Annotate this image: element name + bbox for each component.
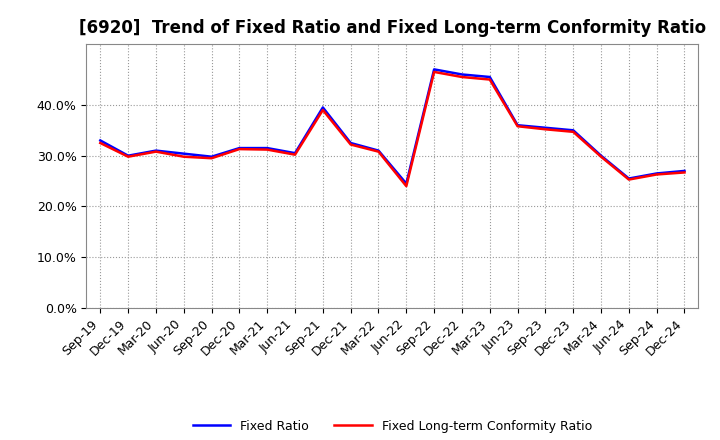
- Fixed Ratio: [624, 176, 633, 181]
- Line: Fixed Ratio: Fixed Ratio: [100, 70, 685, 183]
- Fixed Ratio: [207, 154, 216, 159]
- Fixed Long-term Conformity Ratio: [597, 154, 606, 159]
- Fixed Long-term Conformity Ratio: [291, 152, 300, 158]
- Fixed Ratio: [152, 148, 161, 153]
- Fixed Long-term Conformity Ratio: [485, 77, 494, 82]
- Fixed Ratio: [430, 67, 438, 72]
- Fixed Long-term Conformity Ratio: [402, 183, 410, 189]
- Fixed Long-term Conformity Ratio: [652, 172, 661, 177]
- Fixed Long-term Conformity Ratio: [263, 147, 271, 152]
- Fixed Ratio: [652, 171, 661, 176]
- Fixed Ratio: [680, 168, 689, 173]
- Line: Fixed Long-term Conformity Ratio: Fixed Long-term Conformity Ratio: [100, 72, 685, 186]
- Fixed Ratio: [597, 153, 606, 158]
- Fixed Long-term Conformity Ratio: [374, 149, 383, 154]
- Fixed Ratio: [235, 146, 243, 151]
- Fixed Long-term Conformity Ratio: [680, 170, 689, 175]
- Fixed Ratio: [513, 123, 522, 128]
- Fixed Ratio: [569, 128, 577, 133]
- Fixed Long-term Conformity Ratio: [513, 124, 522, 129]
- Fixed Long-term Conformity Ratio: [458, 74, 467, 80]
- Fixed Long-term Conformity Ratio: [124, 154, 132, 159]
- Fixed Long-term Conformity Ratio: [207, 156, 216, 161]
- Fixed Long-term Conformity Ratio: [235, 147, 243, 152]
- Fixed Long-term Conformity Ratio: [318, 107, 327, 113]
- Fixed Ratio: [485, 74, 494, 80]
- Fixed Ratio: [402, 181, 410, 186]
- Fixed Long-term Conformity Ratio: [346, 142, 355, 147]
- Fixed Ratio: [374, 148, 383, 153]
- Title: [6920]  Trend of Fixed Ratio and Fixed Long-term Conformity Ratio: [6920] Trend of Fixed Ratio and Fixed Lo…: [78, 19, 706, 37]
- Fixed Ratio: [263, 146, 271, 151]
- Fixed Ratio: [124, 153, 132, 158]
- Fixed Long-term Conformity Ratio: [541, 127, 550, 132]
- Fixed Ratio: [291, 150, 300, 156]
- Fixed Long-term Conformity Ratio: [96, 140, 104, 146]
- Fixed Ratio: [96, 138, 104, 143]
- Fixed Ratio: [318, 105, 327, 110]
- Fixed Ratio: [458, 72, 467, 77]
- Fixed Ratio: [346, 140, 355, 146]
- Fixed Long-term Conformity Ratio: [152, 149, 161, 154]
- Fixed Ratio: [541, 125, 550, 130]
- Legend: Fixed Ratio, Fixed Long-term Conformity Ratio: Fixed Ratio, Fixed Long-term Conformity …: [188, 414, 597, 437]
- Fixed Long-term Conformity Ratio: [624, 177, 633, 182]
- Fixed Long-term Conformity Ratio: [430, 69, 438, 74]
- Fixed Long-term Conformity Ratio: [569, 129, 577, 135]
- Fixed Long-term Conformity Ratio: [179, 154, 188, 159]
- Fixed Ratio: [179, 151, 188, 156]
